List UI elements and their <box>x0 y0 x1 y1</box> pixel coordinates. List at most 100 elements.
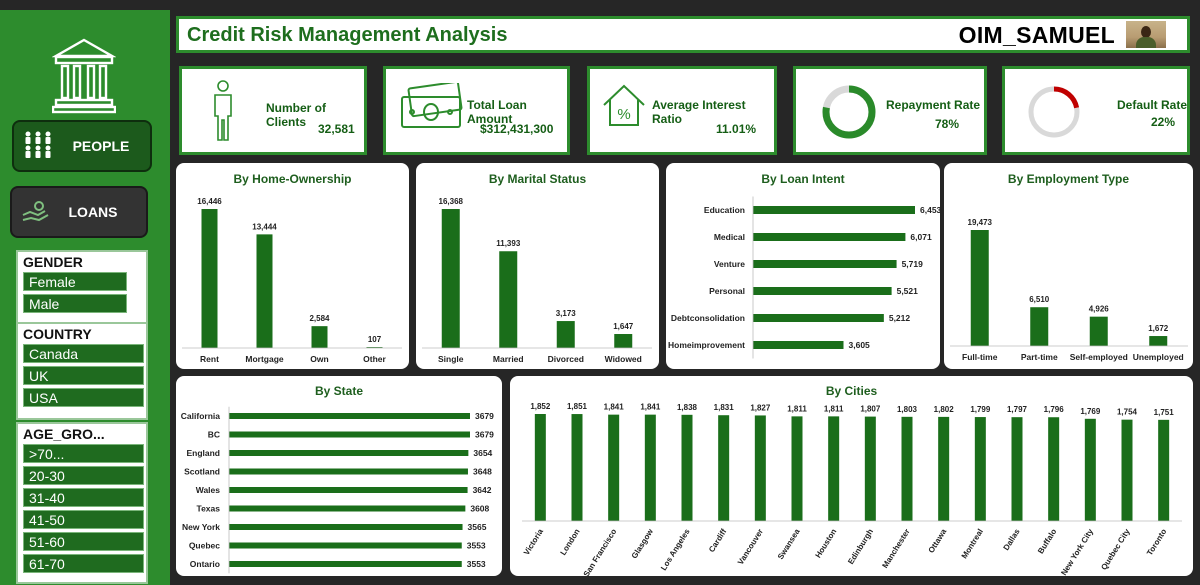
bar-buffalo <box>1048 417 1060 521</box>
data-label: 1,797 <box>1007 405 1028 414</box>
category-label: BC <box>208 430 220 440</box>
bar-los-angeles <box>681 414 693 521</box>
category-label: Education <box>704 205 745 215</box>
bar-texas <box>229 505 466 512</box>
kpi-default-value: 22% <box>1151 115 1176 129</box>
slicer-item-age-31-40[interactable]: 31-40 <box>23 488 144 507</box>
slicer-item-age-51-60[interactable]: 51-60 <box>23 532 144 551</box>
person-icon <box>214 80 232 141</box>
data-label: 1,811 <box>824 404 844 413</box>
slicer-item-age-61-70[interactable]: 61-70 <box>23 554 144 573</box>
data-label: 1,827 <box>750 403 771 412</box>
slicer-item-canada[interactable]: Canada <box>23 344 144 363</box>
kpi-repayment-label: Repayment Rate <box>886 98 981 112</box>
home-ownership-title: By Home-Ownership <box>233 172 352 186</box>
category-label: Houston <box>814 527 839 559</box>
data-label: 4,926 <box>1089 305 1110 314</box>
data-label: 3553 <box>467 541 486 551</box>
bar-toronto <box>1158 419 1170 521</box>
employment-type-panel: By Employment Type 19,473 Full-time 6,510 P… <box>944 163 1193 369</box>
kpi-interest-card: % Average Interest Ratio 11.01% <box>587 66 777 155</box>
nav-loans-label: LOANS <box>68 204 118 220</box>
bar-houston <box>828 416 840 521</box>
nav-people-button[interactable]: PEOPLE <box>12 120 152 172</box>
bar-ontario <box>229 561 462 567</box>
bar-part-time <box>1030 307 1049 346</box>
home-ownership-chart: 16,446 Rent 13,444 Mortgage 2,584 Own 107 Other <box>182 197 402 364</box>
category-label: Toronto <box>1145 527 1168 557</box>
data-label: 3679 <box>475 411 494 421</box>
cities-title: By Cities <box>825 384 878 398</box>
category-label: Unemployed <box>1133 352 1184 362</box>
marital-status-panel: By Marital Status 16,368 Single 11,393 Marr… <box>416 163 659 369</box>
category-label: Medical <box>714 232 745 242</box>
bar-single <box>441 209 460 348</box>
category-label: Swansea <box>776 527 802 561</box>
category-label: Homeimprovement <box>668 340 745 350</box>
category-label: Rent <box>200 354 219 364</box>
house-percent-icon: % <box>603 84 645 126</box>
bar-mortgage <box>256 234 273 348</box>
data-label: 3,605 <box>849 340 871 350</box>
kpi-interest-label: Average Interest Ratio <box>652 98 746 126</box>
loan-intent-chart: Education 6,453 Medical 6,071 Venture 5,719 Pe… <box>668 196 940 359</box>
data-label: 2,584 <box>309 314 330 323</box>
data-label: 1,751 <box>1154 408 1175 417</box>
category-label: Debtconsolidation <box>671 313 745 323</box>
data-label: 3679 <box>475 430 494 440</box>
default-donut <box>1028 86 1080 138</box>
bar-personal <box>753 287 892 295</box>
hand-money-icon <box>12 199 60 225</box>
bar-widowed <box>614 334 633 348</box>
bar-california <box>229 413 470 419</box>
data-label: 1,647 <box>613 322 634 331</box>
bar-other <box>366 347 383 348</box>
slicer-item-age-41-50[interactable]: 41-50 <box>23 510 144 529</box>
category-label: Buffalo <box>1036 527 1058 555</box>
category-label: Scotland <box>184 467 220 477</box>
data-label: 1,841 <box>640 403 661 412</box>
slicer-item-age-20-30[interactable]: 20-30 <box>23 466 144 485</box>
category-label: San Francisco <box>582 527 619 576</box>
slicer-item-female[interactable]: Female <box>23 272 127 291</box>
slicer-item-male[interactable]: Male <box>23 294 127 313</box>
slicer-item-age-70-plus[interactable]: >70... <box>23 444 144 463</box>
category-label: New York City <box>1059 527 1095 576</box>
bar-vancouver <box>754 415 766 521</box>
bar-dallas <box>1011 417 1023 521</box>
category-label: California <box>181 411 220 421</box>
category-label: Dallas <box>1002 527 1022 552</box>
slicer-item-uk[interactable]: UK <box>23 366 144 385</box>
country-slicer-title: COUNTRY <box>23 326 92 342</box>
bar-divorced <box>556 321 575 348</box>
category-label: Venture <box>714 259 745 269</box>
bar-san-francisco <box>608 414 620 521</box>
bar-homeimprovement <box>753 341 844 349</box>
category-label: Single <box>438 354 464 364</box>
kpi-repayment-value: 78% <box>935 117 960 131</box>
kpi-clients-card: Number of Clients 32,581 <box>179 66 367 155</box>
data-label: 3654 <box>473 448 492 458</box>
data-label: 1,672 <box>1148 324 1169 333</box>
data-label: 16,446 <box>197 197 222 206</box>
avatar-body <box>1136 37 1156 48</box>
sidebar: PEOPLE LOANS GENDER Female Male COUNTRY … <box>0 10 170 585</box>
nav-loans-button[interactable]: LOANS <box>10 186 148 238</box>
category-label: Part-time <box>1021 352 1058 362</box>
data-label: 3642 <box>473 485 492 495</box>
avatar <box>1126 21 1166 48</box>
bar-cardiff <box>718 415 730 521</box>
category-label: England <box>186 448 220 458</box>
age-slicer-title: AGE_GRO... <box>23 426 105 442</box>
data-label: 1,831 <box>714 403 735 412</box>
repayment-donut <box>822 85 876 139</box>
slicer-item-usa[interactable]: USA <box>23 388 144 407</box>
bar-education <box>753 206 915 214</box>
kpi-default-card: Default Rate 22% <box>1002 66 1190 155</box>
bar-wales <box>229 487 468 493</box>
gender-slicer-title: GENDER <box>23 254 83 270</box>
svg-text:%: % <box>617 106 630 123</box>
data-label: 3565 <box>468 522 487 532</box>
header-bar: Credit Risk Management Analysis OIM_SAMU… <box>176 16 1190 53</box>
data-label: 1,754 <box>1117 408 1138 417</box>
